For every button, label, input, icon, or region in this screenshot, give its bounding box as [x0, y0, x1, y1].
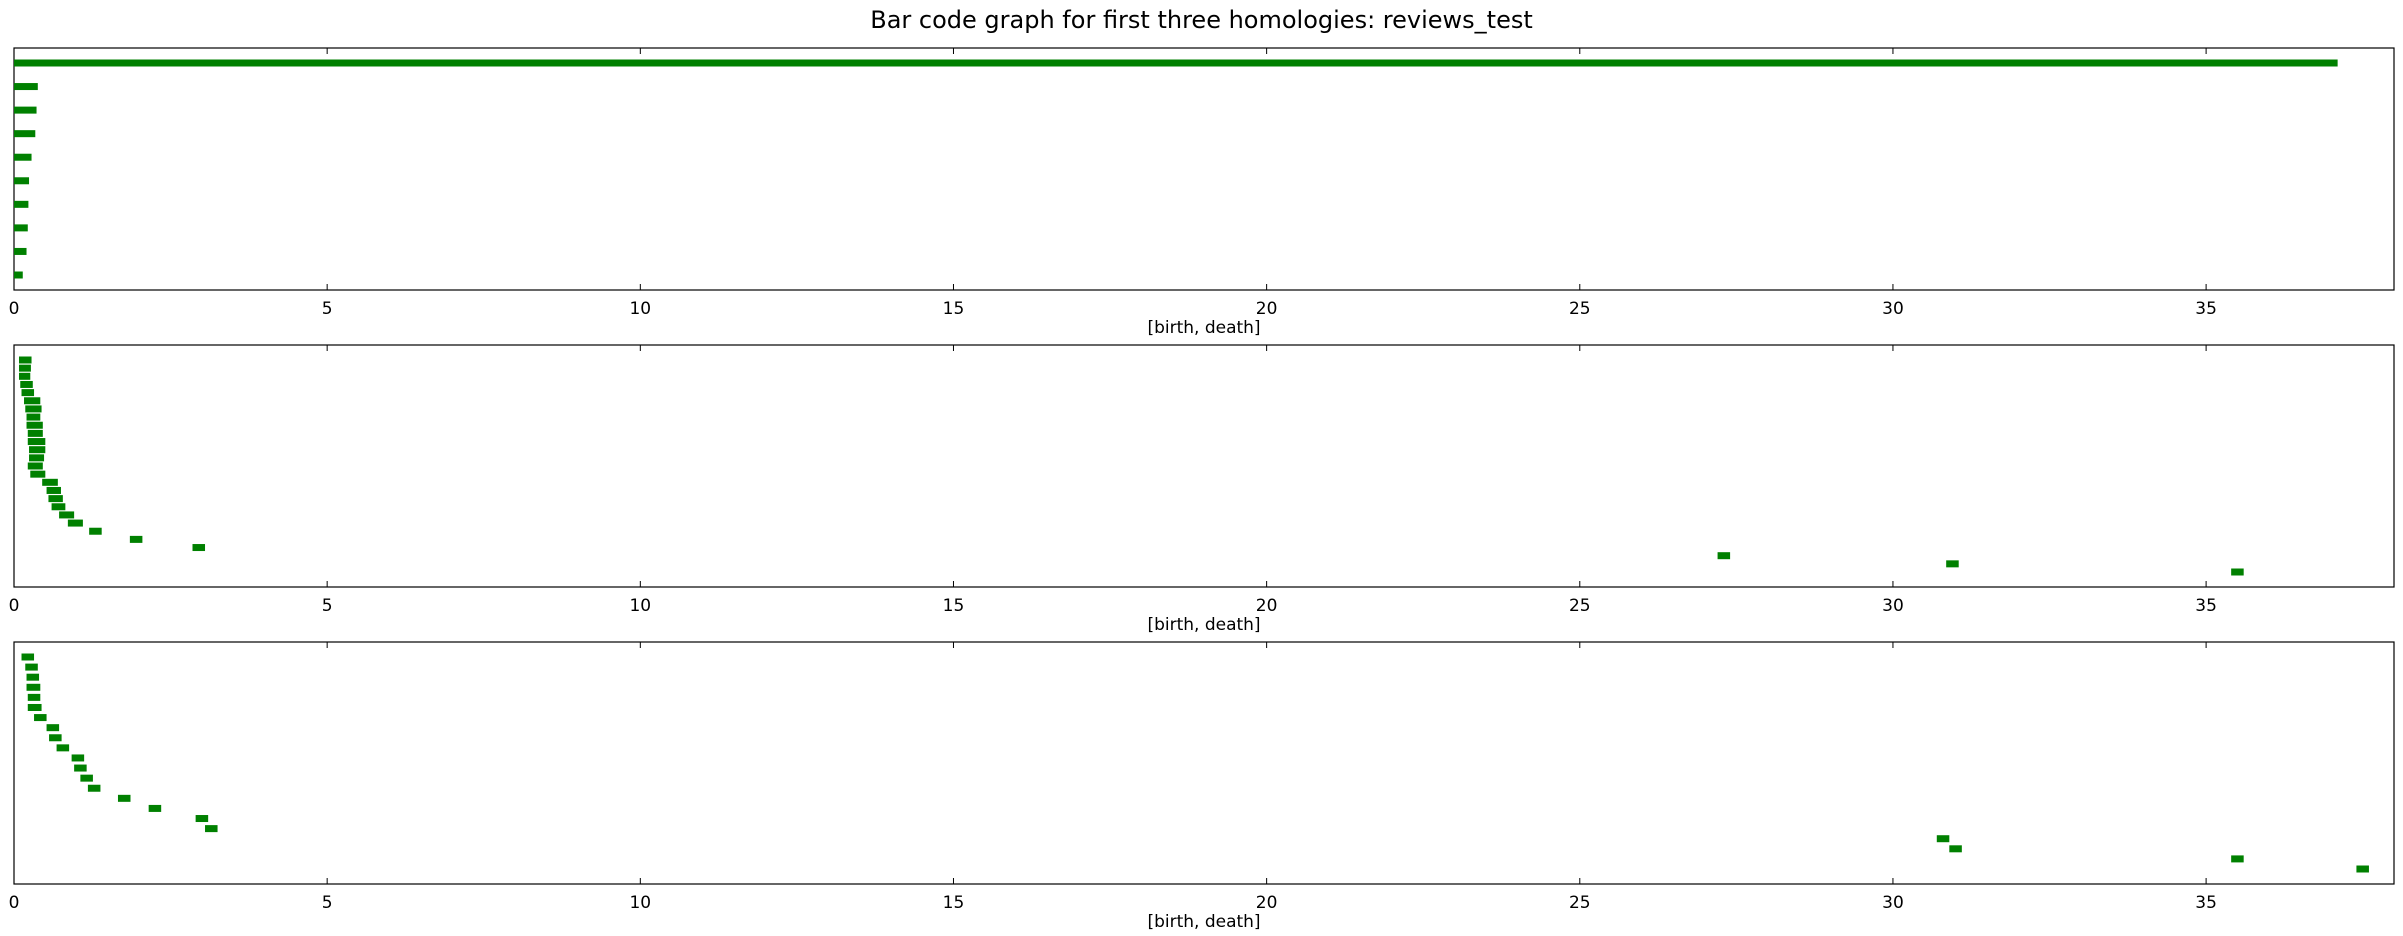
barcode-interval: [46, 486, 61, 494]
barcode-interval: [46, 724, 60, 732]
barcode-interval: [51, 503, 66, 511]
barcode-interval: [14, 153, 32, 161]
barcode-interval: [14, 106, 37, 114]
barcode-interval: [26, 413, 41, 421]
x-tick-label: 15: [943, 596, 965, 616]
barcode-interval: [1936, 835, 1950, 843]
barcode-interval: [71, 754, 85, 762]
barcode-interval: [192, 544, 206, 552]
x-tick-label: 35: [2195, 893, 2217, 913]
barcode-interval: [87, 784, 101, 792]
barcode-interval: [14, 200, 29, 208]
plot-frame: [13, 47, 2395, 291]
barcode-interval: [25, 405, 42, 413]
barcode-interval: [67, 519, 83, 527]
barcode-interval: [20, 380, 33, 388]
barcode-interval: [27, 693, 41, 701]
barcode-interval: [74, 764, 87, 772]
x-tick-label: 35: [2195, 596, 2217, 616]
barcode-interval: [1946, 560, 1959, 568]
barcode-interval: [89, 527, 102, 535]
barcode-interval: [26, 673, 40, 681]
chart-title: Bar code graph for first three homologie…: [870, 6, 1533, 34]
barcode-interval: [27, 438, 46, 446]
plot-frame: [13, 641, 2395, 885]
x-tick-label: 25: [1569, 596, 1591, 616]
barcode-interval: [26, 421, 43, 429]
x-tick-label: 15: [943, 893, 965, 913]
x-axis-label: [birth, death]: [1147, 912, 1260, 932]
x-tick-label: 25: [1569, 299, 1591, 319]
x-tick-label: 5: [322, 299, 333, 319]
barcode-interval: [21, 389, 35, 397]
barcode-interval: [19, 372, 31, 380]
barcode-interval: [59, 511, 75, 519]
barcode-panel-1: 0 5 10 15 20 25 30 35 [birth, death]: [9, 47, 2395, 338]
x-tick-label: 10: [629, 893, 651, 913]
x-tick-label: 30: [1882, 299, 1904, 319]
x-tick-label: 35: [2195, 299, 2217, 319]
barcode-interval: [24, 397, 41, 405]
barcode-interval: [2356, 865, 2369, 873]
barcode-interval: [2231, 855, 2244, 863]
x-tick-label: 5: [322, 893, 333, 913]
barcode-interval: [14, 271, 23, 279]
barcode-interval: [14, 83, 38, 91]
x-tick-label: 5: [322, 596, 333, 616]
barcode-interval: [195, 815, 209, 823]
x-tick-label: 10: [629, 299, 651, 319]
barcode-interval: [14, 59, 2338, 67]
x-tick-label: 20: [1256, 596, 1278, 616]
barcode-panel-3: 0 5 10 15 20 25 30 35 [birth, death]: [9, 641, 2395, 932]
barcode-interval: [19, 356, 32, 364]
barcode-interval: [30, 470, 46, 478]
barcode-interval: [27, 462, 43, 470]
barcode-interval: [21, 653, 35, 661]
barcode-interval: [14, 130, 36, 138]
x-tick-label: 0: [9, 596, 20, 616]
barcode-interval: [19, 364, 31, 372]
barcode-interval: [34, 714, 47, 722]
barcode-interval: [25, 663, 38, 671]
barcode-interval: [26, 683, 41, 691]
x-tick-label: 30: [1882, 893, 1904, 913]
barcode-interval: [27, 429, 43, 437]
x-axis-label: [birth, death]: [1147, 318, 1260, 338]
x-axis-label: [birth, death]: [1147, 615, 1260, 635]
barcode-interval: [117, 794, 131, 802]
x-tick-label: 30: [1882, 596, 1904, 616]
x-tick-label: 25: [1569, 893, 1591, 913]
barcode-interval: [1717, 552, 1731, 560]
barcode-panel-2: 0 5 10 15 20 25 30 35 [birth, death]: [9, 344, 2395, 635]
x-tick-label: 10: [629, 596, 651, 616]
barcode-interval: [14, 177, 30, 185]
barcode-interval: [14, 247, 27, 255]
barcode-interval: [129, 535, 143, 543]
barcode-interval: [2231, 568, 2244, 576]
x-tick-label: 15: [943, 299, 965, 319]
barcode-interval: [1949, 845, 1962, 853]
barcode-interval: [205, 825, 218, 833]
barcode-interval: [29, 446, 46, 454]
barcode-interval: [27, 703, 42, 711]
barcode-interval: [49, 734, 62, 742]
plot-frame: [13, 344, 2395, 588]
barcode-interval: [29, 454, 45, 462]
barcode-interval: [42, 478, 58, 486]
x-tick-label: 0: [9, 893, 20, 913]
barcode-interval: [80, 774, 93, 782]
barcode-interval: [56, 744, 70, 752]
barcode-interval: [148, 804, 162, 812]
x-tick-label: 20: [1256, 299, 1278, 319]
x-tick-label: 20: [1256, 893, 1278, 913]
barcode-interval: [14, 224, 28, 232]
barcode-interval: [48, 495, 63, 503]
x-tick-label: 0: [9, 299, 20, 319]
